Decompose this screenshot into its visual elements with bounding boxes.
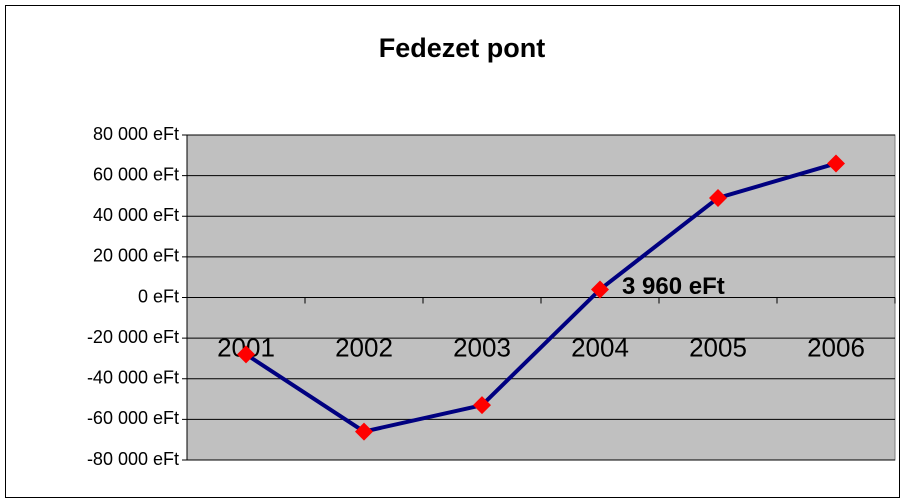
x-tick-label: 2002 [335,332,393,362]
marker [237,345,255,364]
marker [473,396,491,415]
y-tick-label: 20 000 eFt [93,246,179,266]
marker [827,154,845,173]
chart-title: Fedezet pont [379,33,546,63]
y-tick-label: 60 000 eFt [93,164,179,184]
x-tick-label: 2006 [807,332,865,362]
x-tick-label: 2003 [453,332,511,362]
y-tick-label: 0 eFt [138,286,179,306]
marker [355,422,373,441]
y-tick-label: 40 000 eFt [93,205,179,225]
y-tick-label: 80 000 eFt [93,124,179,144]
marker [591,280,609,299]
line [244,161,837,434]
y-tick-label: -40 000 eFt [87,368,179,388]
marker [709,188,727,207]
y-tick-label: -60 000 eFt [87,408,179,428]
x-tick-label: 2005 [689,332,747,362]
y-tick-label: -20 000 eFt [87,327,179,347]
data-label: 3 960 eFt [622,273,725,300]
y-tick-label: -80 000 eFt [87,449,179,469]
x-tick-label: 2004 [571,332,629,362]
